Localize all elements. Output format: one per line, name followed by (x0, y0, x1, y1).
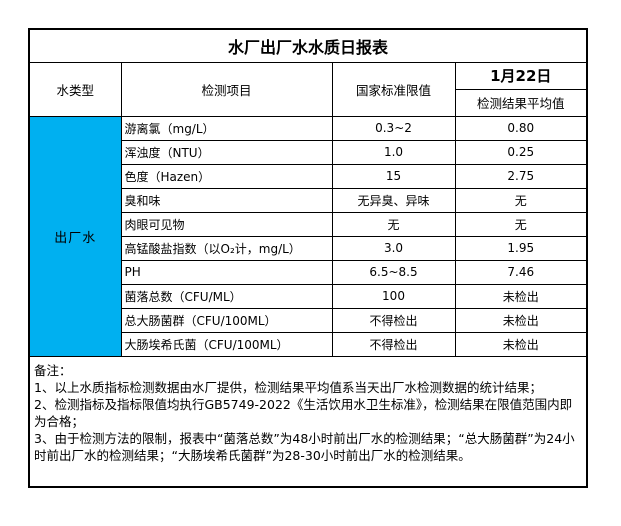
header-row-2: 检测结果平均值 (29, 88, 588, 117)
limit-cell: 不得检出 (331, 331, 456, 357)
table-row: 出厂水 游离氯（mg/L） 0.3~2 0.80 (28, 115, 588, 357)
table-row: 肉眼可见物 无 无 (29, 211, 588, 237)
result-cell: 0.25 (454, 139, 588, 165)
table-row: 菌落总数（CFU/ML） 100 未检出 (29, 283, 588, 309)
title-row: 水厂出厂水水质日报表 (28, 28, 588, 63)
table-row: 高锰酸盐指数（以O₂计，mg/L） 3.0 1.95 (29, 235, 588, 261)
table-row: 总大肠菌群（CFU/100ML） 不得检出 未检出 (29, 307, 588, 333)
limit-cell: 100 (331, 283, 456, 309)
result-cell: 2.75 (454, 163, 588, 189)
column-header-avg-result: 检测结果平均值 (454, 88, 588, 117)
test-item-cell: 色度（Hazen） (120, 163, 333, 189)
limit-cell: 1.0 (331, 139, 456, 165)
test-item-cell: 臭和味 (120, 187, 333, 213)
result-cell: 0.80 (454, 115, 588, 141)
result-cell: 无 (454, 187, 588, 213)
notes-block: 备注： 1、以上水质指标检测数据由水厂提供，检测结果平均值系当天出厂水检测数据的… (28, 355, 588, 488)
report-date: 1月22日 (454, 61, 588, 90)
limit-cell: 6.5~8.5 (331, 259, 456, 285)
water-type-merged-cell: 出厂水 (28, 115, 122, 357)
result-cell: 未检出 (454, 283, 588, 309)
result-cell: 7.46 (454, 259, 588, 285)
note-item-1: 1、以上水质指标检测数据由水厂提供，检测结果平均值系当天出厂水检测数据的统计结果… (34, 379, 542, 395)
table-row: PH 6.5~8.5 7.46 (29, 259, 588, 285)
result-cell: 未检出 (454, 307, 588, 333)
test-item-cell: 总大肠菌群（CFU/100ML） (120, 307, 333, 333)
limit-cell: 15 (331, 163, 456, 189)
report-title: 水厂出厂水水质日报表 (28, 28, 588, 63)
test-item-cell: PH (120, 259, 333, 285)
notes-label: 备注： (34, 362, 72, 378)
result-cell: 未检出 (454, 331, 588, 357)
note-item-3: 3、由于检测方法的限制，报表中“菌落总数”为48小时前出厂水的检测结果；“总大肠… (34, 430, 575, 463)
limit-cell: 不得检出 (331, 307, 456, 333)
test-item-cell: 浑浊度（NTU） (120, 139, 333, 165)
test-item-cell: 肉眼可见物 (120, 211, 333, 237)
limit-cell: 无异臭、异味 (331, 187, 456, 213)
table-row: 臭和味 无异臭、异味 无 (29, 187, 588, 213)
table-row: 色度（Hazen） 15 2.75 (29, 163, 588, 189)
column-header-national-standard: 国家标准限值 (331, 61, 456, 117)
header-row-1: 水类型 检测项目 国家标准限值 1月22日 (28, 61, 588, 117)
column-header-water-type: 水类型 (28, 61, 122, 117)
result-cell: 1.95 (454, 235, 588, 261)
test-item-cell: 菌落总数（CFU/ML） (120, 283, 333, 309)
table-row: 浑浊度（NTU） 1.0 0.25 (29, 139, 588, 165)
column-header-test-item: 检测项目 (120, 61, 333, 117)
water-quality-report-table: 水厂出厂水水质日报表 水类型 检测项目 国家标准限值 1月22日 检测结果平均值… (28, 28, 589, 488)
test-item-cell: 游离氯（mg/L） (120, 115, 333, 141)
result-cell: 无 (454, 211, 588, 237)
limit-cell: 无 (331, 211, 456, 237)
table-row: 大肠埃希氏菌（CFU/100ML） 不得检出 未检出 (29, 331, 588, 357)
note-item-2: 2、检测指标及指标限值均执行GB5749-2022《生活饮用水卫生标准》，检测结… (34, 396, 573, 429)
limit-cell: 3.0 (331, 235, 456, 261)
test-item-cell: 大肠埃希氏菌（CFU/100ML） (120, 331, 333, 357)
limit-cell: 0.3~2 (331, 115, 456, 141)
test-item-cell: 高锰酸盐指数（以O₂计，mg/L） (120, 235, 333, 261)
notes-row: 备注： 1、以上水质指标检测数据由水厂提供，检测结果平均值系当天出厂水检测数据的… (28, 355, 588, 488)
